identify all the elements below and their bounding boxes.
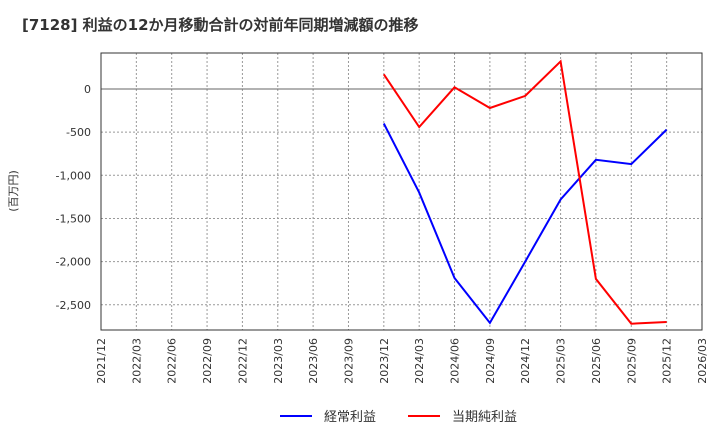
x-tick-label: 2024/03	[413, 338, 426, 384]
legend-line-red-icon	[408, 414, 440, 417]
x-tick-label: 2022/12	[236, 338, 249, 384]
x-tick-label: 2023/09	[342, 338, 355, 384]
legend: 経常利益 当期純利益	[0, 406, 720, 426]
x-tick-label: 2023/03	[272, 338, 285, 384]
y-tick-label: -1,500	[56, 212, 91, 225]
x-tick-label: 2025/09	[625, 338, 638, 384]
chart-title: [7128] 利益の12か月移動合計の対前年同期増減額の推移	[22, 16, 419, 34]
x-tick-label: 2023/06	[307, 338, 320, 384]
x-tick-label: 2021/12	[95, 338, 108, 384]
x-tick-label: 2022/06	[166, 338, 179, 384]
y-tick-label: -2,500	[56, 299, 91, 312]
x-tick-label: 2023/12	[378, 338, 391, 384]
data-lines	[382, 59, 668, 325]
y-axis-label: (百万円)	[7, 170, 20, 212]
y-tick-label: -500	[66, 126, 91, 139]
legend-line-blue-icon	[280, 414, 312, 417]
y-tick-label: -2,000	[56, 256, 91, 269]
y-tick-label: 0	[84, 83, 91, 96]
x-tick-label: 2024/06	[449, 338, 462, 384]
x-tick-label: 2024/12	[519, 338, 532, 384]
y-tick-label: -1,000	[56, 169, 91, 182]
x-tick-label: 2026/03	[696, 338, 709, 384]
x-axis-ticks: 2021/12 2022/03 2022/06 2022/09 2022/12 2023/…	[95, 338, 709, 384]
legend-label: 当期純利益	[452, 410, 518, 425]
grid-lines	[101, 53, 702, 330]
x-tick-label: 2024/09	[484, 338, 497, 384]
series-line-ordinary-profit	[382, 123, 668, 325]
legend-label: 経常利益	[324, 410, 377, 425]
legend-item-ordinary-profit: 経常利益	[280, 406, 376, 425]
series-line-net-income	[382, 59, 667, 325]
y-axis-ticks: 0 -500 -1,000 -1,500 -2,000 -2,500	[56, 83, 91, 312]
x-tick-label: 2025/12	[661, 338, 674, 384]
plot-area-border	[100, 52, 703, 331]
legend-item-net-income: 当期純利益	[408, 406, 517, 425]
x-tick-label: 2022/09	[201, 338, 214, 384]
x-tick-label: 2022/03	[130, 338, 143, 384]
x-tick-label: 2025/03	[555, 338, 568, 384]
x-tick-label: 2025/06	[590, 338, 603, 384]
